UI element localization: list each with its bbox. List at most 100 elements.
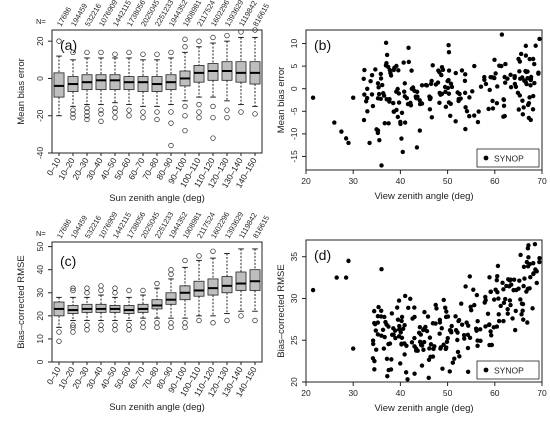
panel-d-data-point [379,267,384,272]
panel-d-data-point [406,305,411,310]
panel-d-data-point [426,375,431,381]
panel-a-outlier-point [84,113,90,119]
panel-b-data-point [402,120,408,125]
panel-c-box [249,269,261,291]
panel-d-data-point [408,296,413,302]
panel-c-outlier-point [112,290,118,296]
panel-d-data-point [493,287,498,292]
panel-d-data-point [483,324,488,329]
panel-d-data-point [485,311,491,316]
panel-d-data-point [503,296,508,302]
panel-c-outlier-point [126,322,132,328]
panel-b-data-point [429,115,435,120]
panel-c-outlier-point [126,287,132,294]
panel-b-data-point [520,112,526,117]
panel-b-data-point [446,68,452,73]
panel-b-data-point [495,84,500,89]
panel-d-data-point [428,342,434,347]
panel-b-data-point [512,81,518,87]
panel-c-y-tick-label: 30 [35,288,45,298]
panel-d-data-point [487,275,492,280]
panel-a-outlier-point [126,49,132,56]
panel-b-data-point [395,114,401,120]
panel-b-data-point [414,145,420,150]
panel-d-data-point [437,331,442,336]
panel-d-data-point [382,334,387,340]
panel-c-outlier-point [224,317,230,324]
panel-c-box [151,299,163,310]
panel-d-data-point [505,311,510,316]
panel-d-data-point [495,274,500,279]
panel-b-data-point [518,51,524,57]
panel-b-x-tick-label: 40 [396,176,406,186]
panel-d-data-point [511,287,516,293]
panel-d-data-point [351,346,356,351]
panel-d-data-point [430,354,436,359]
panel-c-outlier-point [98,322,104,328]
panel-d-legend-label: SYNOP [494,366,524,376]
panel-d-data-point [465,369,471,375]
panel-d-data-point [396,298,402,303]
panel-b-data-point [379,163,384,168]
panel-b-data-point [486,106,491,112]
panel-a-outlier-point [168,142,174,149]
panel-d-data-point [412,371,417,376]
panel-c-outlier-point [196,253,202,259]
panel-a-outlier-point [112,105,118,111]
panel-d-data-point [417,324,423,330]
panel-a-outlier-point [182,36,188,42]
panel-b-data-point [528,77,534,82]
panel-a-outlier-point [140,51,146,57]
panel-d-data-point [531,261,536,266]
panel-c-box [193,280,205,297]
panel-d-data-point [475,343,480,349]
panel-d-data-point [417,339,423,345]
panel-b-data-point [501,103,507,108]
panel-b-data-point [361,76,366,81]
panel-d-data-point [425,314,431,319]
panel-d-data-point [370,338,376,343]
panel-d-data-point [399,318,404,324]
panel-b-data-point [378,71,384,77]
panel-c-y-tick-label: 40 [35,265,45,275]
panel-c-outlier-point [196,317,202,324]
panel-a-outlier-point [210,34,216,41]
panel-d-data-point [518,252,523,258]
panel-a-outlier-point [252,27,258,33]
panel-a-box [95,74,107,91]
panel-d-data-point [371,341,376,347]
panel-b-data-point [524,81,529,87]
panel-d-data-point [445,314,451,319]
panel-b-data-point [414,89,420,94]
panel-b-data-point [373,67,378,72]
panel-b-data-point [427,94,432,99]
panel-a-outlier-point [154,116,160,123]
panel-c-outlier-point [84,327,90,333]
panel-d-data-point [508,277,513,282]
panel-c-outlier-point [84,290,90,296]
panel-a-outlier-point [224,114,230,121]
panel-d-data-point [456,318,461,324]
panel-c-outlier-point [182,324,188,331]
panel-b-data-point [508,84,514,90]
panel-d-data-point [421,339,427,345]
panel-d-data-point [386,324,391,329]
panel-d-data-point [462,336,467,341]
panel-b-data-point [462,78,468,84]
panel-b-data-point [401,60,406,65]
panel-a-outlier-point [70,114,76,121]
panel-c-outlier-point [210,320,216,326]
panel-d-data-point [461,333,467,338]
panel-d-data-point [402,293,408,299]
panel-b-data-point [391,100,396,106]
panel-b-data-point [370,103,376,109]
panel-a-outlier-point [210,103,216,110]
panel-d-x-tick-label: 20 [301,388,311,398]
panel-d-data-point [445,335,450,341]
panel-b-data-point [446,77,451,83]
panel-b-data-point [387,96,392,102]
panel-b-data-point [386,121,391,126]
panel-a-outlier-point [84,105,90,111]
panel-b-data-point [532,61,537,67]
panel-c-outlier-point [182,257,188,264]
